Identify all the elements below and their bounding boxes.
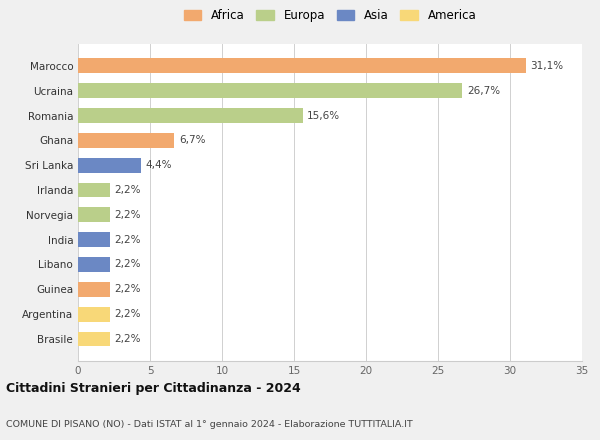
Legend: Africa, Europa, Asia, America: Africa, Europa, Asia, America — [180, 6, 480, 26]
Text: 2,2%: 2,2% — [114, 210, 140, 220]
Text: 4,4%: 4,4% — [146, 160, 172, 170]
Bar — [78, 108, 302, 123]
Bar — [78, 307, 110, 322]
Text: 2,2%: 2,2% — [114, 260, 140, 269]
Text: 2,2%: 2,2% — [114, 185, 140, 195]
Text: 31,1%: 31,1% — [530, 61, 563, 71]
Bar — [78, 207, 110, 222]
Text: 2,2%: 2,2% — [114, 309, 140, 319]
Bar — [78, 59, 526, 73]
Text: 6,7%: 6,7% — [179, 136, 205, 145]
Text: 26,7%: 26,7% — [467, 86, 500, 95]
Bar — [78, 257, 110, 272]
Bar — [78, 133, 175, 148]
Bar — [78, 331, 110, 346]
Bar — [78, 183, 110, 198]
Bar — [78, 282, 110, 297]
Text: 2,2%: 2,2% — [114, 235, 140, 245]
Text: 2,2%: 2,2% — [114, 334, 140, 344]
Text: 15,6%: 15,6% — [307, 110, 340, 121]
Text: Cittadini Stranieri per Cittadinanza - 2024: Cittadini Stranieri per Cittadinanza - 2… — [6, 381, 301, 395]
Bar — [78, 158, 142, 172]
Text: 2,2%: 2,2% — [114, 284, 140, 294]
Text: COMUNE DI PISANO (NO) - Dati ISTAT al 1° gennaio 2024 - Elaborazione TUTTITALIA.: COMUNE DI PISANO (NO) - Dati ISTAT al 1°… — [6, 420, 413, 429]
Bar — [78, 83, 463, 98]
Bar — [78, 232, 110, 247]
